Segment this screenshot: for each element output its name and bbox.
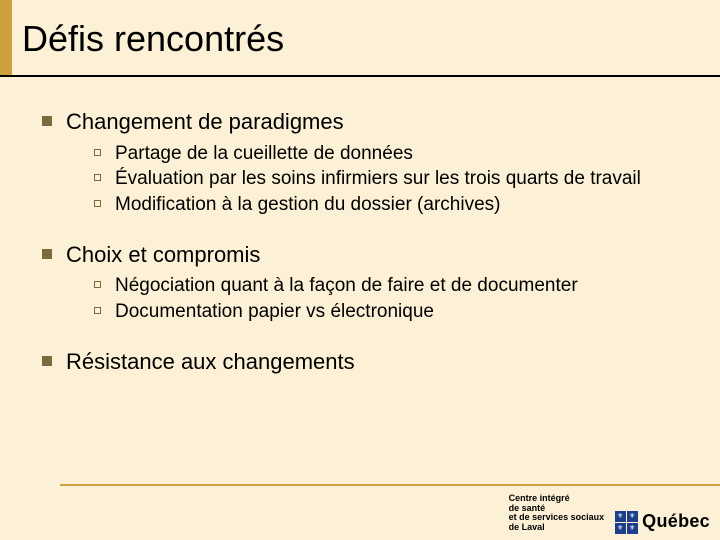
hollow-square-icon xyxy=(94,281,101,288)
lvl2-text: Documentation papier vs électronique xyxy=(115,300,434,324)
slide: Défis rencontrés Changement de paradigme… xyxy=(0,0,720,540)
fleur-de-lis-icon: ⚜ xyxy=(615,523,626,534)
slide-title: Défis rencontrés xyxy=(22,18,284,60)
bullet-lvl2: Modification à la gestion du dossier (ar… xyxy=(94,193,680,217)
logo-text-block: Centre intégré de santé et de services s… xyxy=(509,494,605,534)
title-underline xyxy=(0,75,720,77)
title-region: Défis rencontrés xyxy=(0,0,720,80)
footer-accent-line xyxy=(60,484,720,486)
bullet-lvl2: Partage de la cueillette de données xyxy=(94,142,680,166)
lvl2-text: Partage de la cueillette de données xyxy=(115,142,413,166)
footer-region: Centre intégré de santé et de services s… xyxy=(0,484,720,540)
bullet-lvl1: Changement de paradigmes xyxy=(42,108,680,136)
hollow-square-icon xyxy=(94,174,101,181)
bullet-lvl2: Évaluation par les soins infirmiers sur … xyxy=(94,167,680,191)
hollow-square-icon xyxy=(94,307,101,314)
lvl1-text: Choix et compromis xyxy=(66,241,260,269)
quebec-flag-icon: ⚜ ⚜ ⚜ ⚜ xyxy=(614,510,638,534)
lvl2-text: Modification à la gestion du dossier (ar… xyxy=(115,193,500,217)
fleur-de-lis-icon: ⚜ xyxy=(615,511,626,522)
logo-line: de Laval xyxy=(509,523,605,532)
hollow-square-icon xyxy=(94,200,101,207)
lvl2-group: Négociation quant à la façon de faire et… xyxy=(94,274,680,324)
fleur-de-lis-icon: ⚜ xyxy=(627,523,638,534)
lvl2-text: Négociation quant à la façon de faire et… xyxy=(115,274,578,298)
footer-logo: Centre intégré de santé et de services s… xyxy=(509,494,710,534)
lvl2-group: Partage de la cueillette de données Éval… xyxy=(94,142,680,217)
content-region: Changement de paradigmes Partage de la c… xyxy=(42,108,680,381)
bullet-lvl1: Choix et compromis xyxy=(42,241,680,269)
lvl1-text: Résistance aux changements xyxy=(66,348,355,376)
bullet-lvl2: Négociation quant à la façon de faire et… xyxy=(94,274,680,298)
title-accent-bar xyxy=(0,0,12,77)
bullet-lvl1: Résistance aux changements xyxy=(42,348,680,376)
bullet-lvl2: Documentation papier vs électronique xyxy=(94,300,680,324)
square-bullet-icon xyxy=(42,249,52,259)
fleur-de-lis-icon: ⚜ xyxy=(627,511,638,522)
lvl2-text: Évaluation par les soins infirmiers sur … xyxy=(115,167,641,191)
square-bullet-icon xyxy=(42,356,52,366)
square-bullet-icon xyxy=(42,116,52,126)
lvl1-text: Changement de paradigmes xyxy=(66,108,344,136)
hollow-square-icon xyxy=(94,149,101,156)
quebec-wordmark: Québec xyxy=(642,511,710,534)
